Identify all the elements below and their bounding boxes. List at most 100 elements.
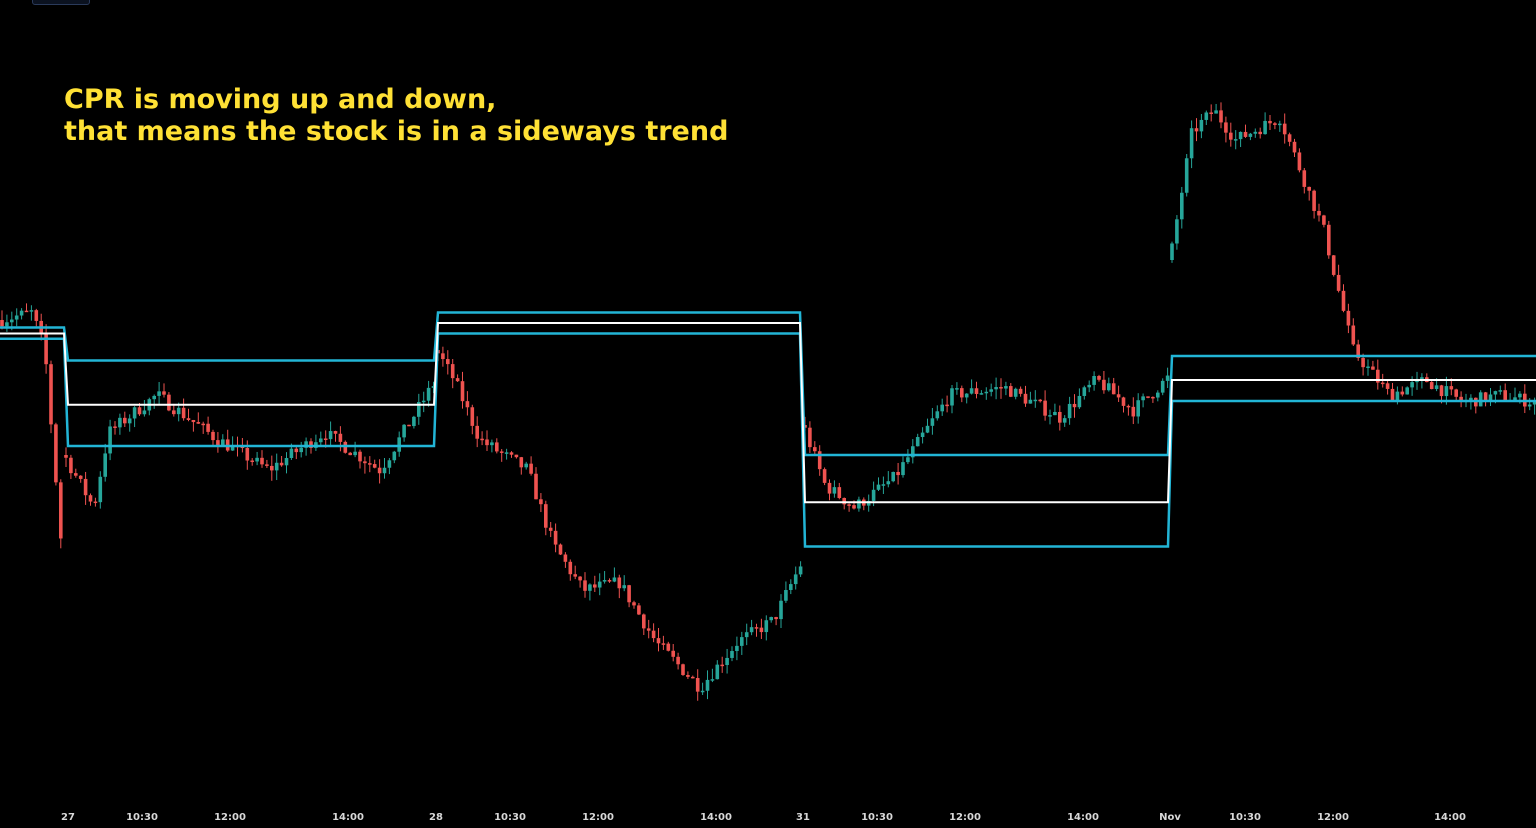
candle <box>642 613 646 635</box>
candle <box>1077 388 1082 409</box>
toolbar-button[interactable] <box>32 0 90 5</box>
candle-body <box>656 638 661 644</box>
candle <box>1004 381 1008 396</box>
candle <box>558 543 563 555</box>
candle <box>534 467 538 500</box>
candle-body <box>1395 391 1400 401</box>
candle-body <box>1336 274 1341 291</box>
candle <box>945 395 949 413</box>
candle <box>627 584 631 608</box>
candle <box>1307 186 1311 201</box>
candle <box>499 448 504 462</box>
candle <box>514 454 519 459</box>
candle-body <box>1156 392 1160 398</box>
candle <box>412 415 416 429</box>
candle <box>691 675 695 679</box>
candle <box>749 619 754 636</box>
candle <box>1018 386 1023 397</box>
candle <box>784 581 788 603</box>
candle-body <box>558 544 563 555</box>
candle <box>651 623 656 643</box>
candle-body <box>1366 366 1370 369</box>
candle-body <box>1253 131 1258 134</box>
candle <box>172 403 176 417</box>
candle <box>1156 390 1160 402</box>
candle-body <box>1376 369 1380 383</box>
candle <box>759 618 764 639</box>
candle-body <box>553 530 558 545</box>
candle-body <box>402 424 406 438</box>
candle <box>78 475 83 483</box>
candle-body <box>935 411 940 419</box>
candle <box>1371 360 1375 370</box>
candle-body <box>1214 110 1218 114</box>
candle <box>465 391 470 416</box>
candle-body <box>950 388 954 406</box>
candle-body <box>1420 377 1424 379</box>
candle <box>0 310 4 330</box>
candle-body <box>1263 120 1267 135</box>
candle <box>588 583 592 601</box>
candle-body <box>132 407 137 419</box>
candle-body <box>1058 411 1062 423</box>
candle-body <box>1459 396 1463 402</box>
candle-body <box>1233 139 1238 141</box>
candle <box>1067 396 1072 425</box>
candle-body <box>142 410 147 415</box>
candle <box>397 431 401 457</box>
x-tick-label: Nov <box>1159 812 1181 823</box>
x-axis: 27 10:30 12:00 14:00 28 10:30 12:00 14:00 31 10:3… <box>61 812 1466 823</box>
candle-body <box>602 580 607 582</box>
candle-body <box>172 410 176 415</box>
x-tick-label: 10:30 <box>861 812 893 823</box>
candle-body <box>1410 382 1414 388</box>
candle <box>1341 284 1346 313</box>
candle <box>720 656 724 673</box>
candle-body <box>274 462 279 471</box>
candle-body <box>784 590 788 601</box>
candle-body <box>1023 393 1028 404</box>
candle-body <box>1282 123 1287 135</box>
candle-body <box>245 448 250 461</box>
candle <box>407 424 411 427</box>
candle <box>617 574 622 599</box>
x-tick-label: 10:30 <box>494 812 526 823</box>
candle-body <box>1243 131 1248 137</box>
candle-body <box>534 473 538 500</box>
candle-body <box>1317 210 1321 216</box>
candle-body <box>925 425 930 433</box>
candle <box>827 479 832 501</box>
candle-body <box>691 676 695 679</box>
candle <box>421 391 426 413</box>
candle-body <box>1532 401 1536 405</box>
candle-body <box>49 364 53 425</box>
candle-body <box>1121 397 1126 406</box>
candle <box>1263 112 1267 135</box>
candle <box>1454 388 1458 401</box>
candle-body <box>740 637 744 646</box>
candle <box>260 450 264 468</box>
candle <box>216 432 220 453</box>
candle-body <box>137 407 142 415</box>
candle-body <box>1483 392 1488 402</box>
candle-body <box>881 484 886 486</box>
candle-body <box>1062 418 1067 423</box>
candle-body <box>940 404 944 412</box>
candle-body <box>759 627 764 633</box>
candle <box>455 374 460 383</box>
candle <box>725 648 729 674</box>
candle-body <box>495 442 499 452</box>
candle-body <box>1229 132 1233 140</box>
candle-body <box>1170 243 1174 260</box>
candle <box>382 458 387 479</box>
candle-body <box>1033 399 1038 402</box>
candle <box>363 456 367 474</box>
candle <box>1385 379 1390 395</box>
candle <box>113 421 117 435</box>
candle <box>1214 103 1218 114</box>
candle <box>1048 409 1052 425</box>
candle-body <box>1097 376 1101 380</box>
candle-body <box>1449 386 1454 390</box>
candle <box>1356 339 1360 361</box>
candle-body <box>1018 388 1023 394</box>
